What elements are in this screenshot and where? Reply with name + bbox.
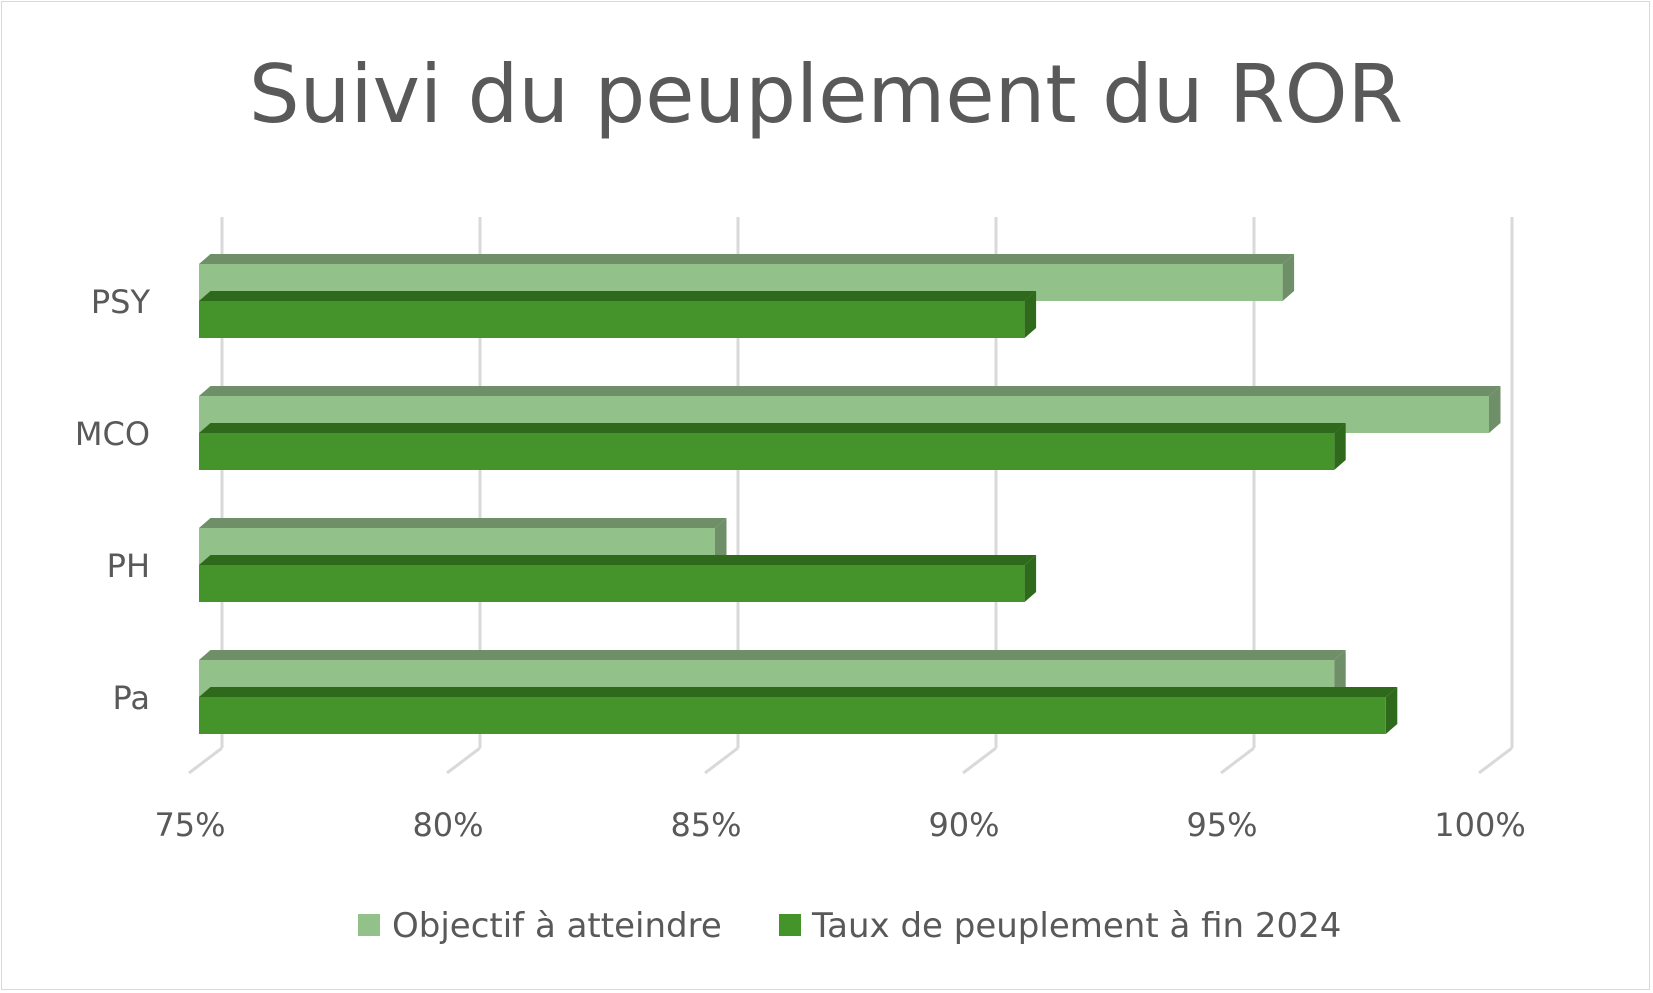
legend-item-0: Objectif à atteindre xyxy=(358,906,722,946)
bar-side-face xyxy=(1282,254,1295,301)
category-label-ph: PH xyxy=(107,547,150,585)
legend-swatch xyxy=(779,914,801,936)
x-tick-label-1: 80% xyxy=(412,806,483,844)
bar-top-face xyxy=(199,291,1037,301)
x-tick-label-3: 90% xyxy=(928,806,999,844)
bar-side-face xyxy=(1489,386,1501,433)
legend-item-1: Taux de peuplement à fin 2024 xyxy=(779,906,1341,946)
gridline-floor-0 xyxy=(188,746,223,775)
bar-pa-series-1 xyxy=(199,687,1398,734)
bar-psy-series-1 xyxy=(199,291,1037,338)
bar-top-face xyxy=(199,254,1295,264)
x-tick-label-4: 95% xyxy=(1186,806,1257,844)
bar-front-face xyxy=(199,433,1335,470)
bar-ph-series-1 xyxy=(199,555,1037,602)
bar-side-face xyxy=(1334,650,1346,697)
bar-top-face xyxy=(199,518,727,528)
legend-label: Taux de peuplement à fin 2024 xyxy=(811,906,1341,946)
bar-top-face xyxy=(199,423,1346,433)
legend: Objectif à atteindre Taux de peuplement à… xyxy=(358,906,1341,946)
bar-top-face xyxy=(199,650,1346,660)
bar-top-face xyxy=(199,386,1501,396)
bar-top-face xyxy=(199,687,1398,697)
bar-front-face xyxy=(199,565,1025,602)
bars xyxy=(199,254,1501,734)
chart-title: Suivi du peuplement du ROR xyxy=(249,48,1403,141)
bar-top-face xyxy=(199,555,1037,565)
bar-front-face xyxy=(199,301,1025,338)
bar-side-face xyxy=(1385,687,1398,734)
gridline-floor-2 xyxy=(704,746,739,775)
bar-side-face xyxy=(1024,291,1037,338)
gridline-floor-4 xyxy=(1220,746,1255,775)
x-tick-labels: 75% 80% 85% 90% 95% 100% xyxy=(154,806,1525,844)
category-label-psy: PSY xyxy=(91,283,151,321)
bar-side-face xyxy=(1024,555,1037,602)
category-label-pa: Pa xyxy=(113,679,150,717)
category-labels: PSY MCO PH Pa xyxy=(75,283,151,717)
gridline-floor-3 xyxy=(962,746,997,775)
bar-side-face xyxy=(1334,423,1346,470)
bar-mco-series-1 xyxy=(199,423,1346,470)
x-tick-label-5: 100% xyxy=(1434,806,1525,844)
x-tick-label-0: 75% xyxy=(154,806,225,844)
legend-label: Objectif à atteindre xyxy=(392,906,722,946)
x-tick-label-2: 85% xyxy=(670,806,741,844)
legend-swatch xyxy=(358,914,380,936)
bar-side-face xyxy=(715,518,727,565)
bar-front-face xyxy=(199,697,1386,734)
category-label-mco: MCO xyxy=(75,415,150,453)
gridline-floor-5 xyxy=(1478,746,1513,775)
gridline-floor-1 xyxy=(446,746,481,775)
